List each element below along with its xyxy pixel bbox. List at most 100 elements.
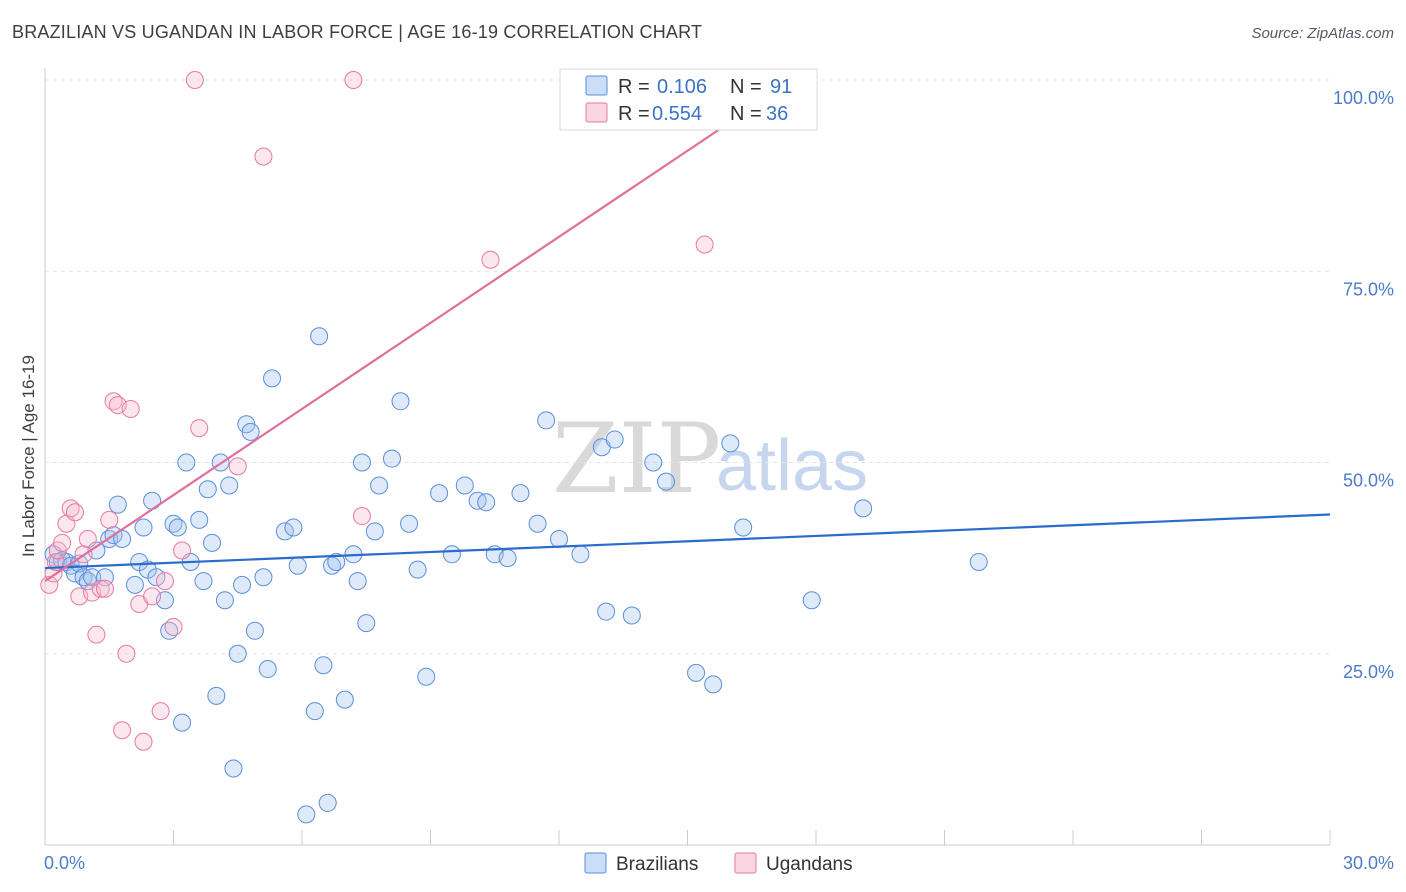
brazilians-point-61: [365, 522, 384, 541]
x-axis-ticks: [173, 830, 1331, 845]
brazilians-point-72: [477, 493, 496, 512]
brazilians-point-75: [511, 484, 530, 503]
brazilians-point-82: [605, 430, 624, 449]
ugandans-point-13: [91, 579, 110, 598]
brazilians-point-65: [400, 514, 419, 533]
brazilians-point-83: [622, 606, 641, 625]
brazilians-point-36: [220, 476, 239, 495]
y-tick-label-50: 50.0%: [1343, 471, 1394, 491]
brazilians-point-33: [207, 686, 226, 705]
ugandans-point-24: [151, 702, 170, 721]
brazilians-point-76: [528, 514, 547, 533]
ugandans-point-27: [173, 541, 192, 560]
brazilians-point-68: [430, 484, 449, 503]
ugandans-point-2: [46, 552, 65, 571]
brazilians-point-62: [370, 476, 389, 495]
brazilians-point-26: [173, 713, 192, 732]
brazilians-point-63: [382, 449, 401, 468]
brazilians-point-64: [391, 392, 410, 411]
brazilians-point-29: [190, 510, 209, 529]
brazilians-point-31: [198, 480, 217, 499]
brazilians-point-45: [263, 369, 282, 388]
y-tick-label-75: 75.0%: [1343, 279, 1394, 299]
ugandans-point-19: [117, 644, 136, 663]
ugandans-point-4: [53, 533, 72, 552]
stats-n-label-brazilians: N =: [730, 76, 762, 98]
brazilians-point-43: [254, 568, 273, 587]
ugandans-point-7: [65, 503, 84, 522]
brazilians-point-85: [657, 472, 676, 491]
brazilians-point-81: [597, 602, 616, 621]
ugandans-point-12: [87, 625, 106, 644]
stats-legend-swatch-brazilians: [585, 75, 608, 96]
y-tick-label-25: 25.0%: [1343, 662, 1394, 682]
brazilians-point-46: [275, 522, 294, 541]
brazilians-point-48: [288, 556, 307, 575]
stats-n-value-brazilians: 91: [770, 76, 792, 98]
series-brazilians-points: [44, 327, 988, 824]
brazilians-point-91: [854, 499, 873, 518]
brazilians-point-59: [352, 453, 371, 472]
stats-r-label-brazilians: R =: [618, 76, 650, 98]
watermark-atlas: atlas: [716, 426, 868, 506]
x-tick-label-min: 0.0%: [44, 853, 85, 873]
stats-r-value-ugandans: 0.554: [652, 103, 702, 125]
ugandans-point-35: [695, 235, 714, 254]
brazilians-point-49: [297, 805, 316, 824]
legend-label-brazilians: Brazilians: [616, 854, 698, 875]
y-tick-label-100: 100.0%: [1333, 88, 1394, 108]
source-note: Source: ZipAtlas.com: [1251, 25, 1394, 42]
brazilians-point-16: [125, 575, 144, 594]
brazilians-point-86: [687, 663, 706, 682]
brazilians-point-84: [644, 453, 663, 472]
brazilians-point-78: [550, 530, 568, 548]
y-axis-title: In Labor Force | Age 16-19: [19, 355, 38, 557]
ugandans-point-10: [78, 530, 97, 548]
brazilians-point-18: [134, 518, 153, 537]
brazilians-point-90: [802, 591, 821, 610]
stats-legend: R = 0.106 N = 91 R = 0.554 N = 36: [559, 68, 818, 131]
gridlines: [45, 79, 1330, 655]
brazilians-point-27: [177, 453, 196, 472]
ugandans-point-34: [481, 250, 500, 269]
ugandans-point-25: [155, 572, 174, 591]
series-legend: Brazilians Ugandans: [584, 852, 853, 875]
brazilians-point-44: [258, 660, 277, 679]
y-axis-tick-labels: 25.0% 50.0% 75.0% 100.0%: [1333, 88, 1394, 682]
ugandans-trend-line: [44, 86, 783, 582]
brazilians-point-53: [318, 793, 337, 812]
brazilians-point-77: [537, 411, 556, 430]
brazilians-point-37: [224, 759, 243, 778]
x-tick-label-max: 30.0%: [1343, 853, 1394, 873]
legend-label-ugandans: Ugandans: [766, 854, 853, 875]
brazilians-point-87: [704, 675, 723, 694]
brazilians-point-67: [417, 667, 436, 686]
brazilians-point-47: [284, 518, 303, 537]
ugandans-point-20: [121, 399, 140, 418]
stats-n-label-ugandans: N =: [730, 103, 762, 125]
brazilians-trend-line: [44, 513, 1331, 570]
brazilians-point-14: [108, 495, 127, 514]
legend-swatch-ugandans: [734, 852, 757, 874]
ugandans-point-29: [190, 419, 209, 438]
brazilians-point-39: [233, 575, 252, 594]
brazilians-point-92: [969, 552, 988, 571]
brazilians-point-35: [215, 591, 234, 610]
ugandans-point-33: [352, 507, 371, 526]
brazilians-point-70: [455, 476, 474, 495]
brazilians-point-21: [147, 568, 166, 587]
brazilians-point-38: [228, 644, 247, 663]
brazilians-point-50: [305, 702, 324, 721]
brazilians-point-89: [734, 518, 753, 537]
brazilians-point-52: [314, 656, 333, 675]
brazilians-point-30: [194, 572, 213, 591]
brazilians-point-88: [721, 434, 740, 453]
brazilians-point-69: [442, 545, 461, 564]
ugandans-point-31: [254, 147, 273, 166]
brazilians-point-58: [348, 572, 367, 591]
stats-r-label-ugandans: R =: [618, 103, 650, 125]
trend-lines: [44, 86, 1331, 582]
stats-r-value-brazilians: 0.106: [657, 76, 707, 98]
ugandans-point-30: [228, 457, 247, 476]
